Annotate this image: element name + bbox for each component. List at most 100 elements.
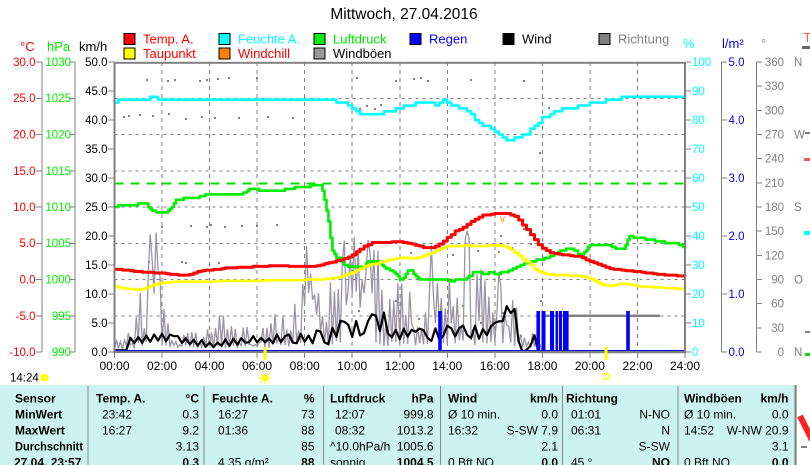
svg-text:0.0: 0.0 <box>772 456 789 465</box>
svg-text:0 Bft NO: 0 Bft NO <box>684 456 730 465</box>
svg-text:70: 70 <box>692 144 705 156</box>
svg-text:0.0: 0.0 <box>772 408 789 422</box>
svg-text:sonnig: sonnig <box>330 456 365 465</box>
svg-text:10:00: 10:00 <box>337 359 367 373</box>
svg-text:16:27: 16:27 <box>218 408 248 422</box>
svg-text:N: N <box>661 424 670 438</box>
svg-text:2.1: 2.1 <box>541 440 558 454</box>
svg-text:S-SW: S-SW <box>639 440 671 454</box>
svg-text:45.0: 45.0 <box>85 86 107 98</box>
svg-text:06:00: 06:00 <box>242 359 272 373</box>
svg-text:N-NO: N-NO <box>639 408 670 422</box>
svg-text:l/m²: l/m² <box>722 36 744 51</box>
svg-text:1030: 1030 <box>45 57 71 69</box>
svg-text:Luftdruck: Luftdruck <box>333 32 387 47</box>
svg-text:Wind: Wind <box>448 392 477 406</box>
svg-text:16:00: 16:00 <box>480 359 510 373</box>
svg-text:Richtung: Richtung <box>618 32 669 47</box>
svg-text:Feuchte A.: Feuchte A. <box>238 32 300 47</box>
svg-text:Temp. A.: Temp. A. <box>143 32 194 47</box>
svg-text:%: % <box>683 36 695 51</box>
svg-text:990: 990 <box>52 347 71 359</box>
svg-text:O: O <box>794 275 803 287</box>
svg-text:km/h: km/h <box>79 39 107 54</box>
svg-text:270: 270 <box>765 130 784 142</box>
svg-text:Windböen: Windböen <box>684 392 742 406</box>
svg-text:330: 330 <box>765 81 784 93</box>
svg-text:W: W <box>794 130 805 142</box>
svg-text:S-SW 7.9: S-SW 7.9 <box>507 424 559 438</box>
svg-text:60: 60 <box>771 299 784 311</box>
svg-text:0.0: 0.0 <box>92 347 108 359</box>
svg-text:14:52: 14:52 <box>684 424 714 438</box>
svg-text:01:01: 01:01 <box>571 408 601 422</box>
svg-text:85: 85 <box>301 440 315 454</box>
svg-text:360: 360 <box>765 57 784 69</box>
svg-text:45 °: 45 ° <box>571 456 593 465</box>
svg-text:1015: 1015 <box>45 166 71 178</box>
svg-text:Ø 10 min.: Ø 10 min. <box>684 408 736 422</box>
svg-text:100: 100 <box>692 57 711 69</box>
svg-text:16:32: 16:32 <box>448 424 478 438</box>
svg-text:16:27: 16:27 <box>102 424 132 438</box>
svg-text:T: T <box>804 30 810 45</box>
svg-text:0.3: 0.3 <box>182 408 199 422</box>
svg-text:27.04. 23:57: 27.04. 23:57 <box>14 456 82 465</box>
svg-text:9.2: 9.2 <box>182 424 199 438</box>
svg-text:Ø 10 min.: Ø 10 min. <box>448 408 500 422</box>
svg-text:0 Bft NO: 0 Bft NO <box>448 456 494 465</box>
svg-text:0.0: 0.0 <box>729 347 745 359</box>
svg-text:N: N <box>794 347 802 359</box>
svg-text:90: 90 <box>692 86 705 98</box>
svg-text:20:00: 20:00 <box>575 359 605 373</box>
svg-text:3.13: 3.13 <box>176 440 200 454</box>
svg-text:80: 80 <box>692 115 705 127</box>
svg-text:999.8: 999.8 <box>403 408 433 422</box>
svg-text:995: 995 <box>52 311 71 323</box>
svg-text:30: 30 <box>771 323 784 335</box>
svg-text:3.0: 3.0 <box>729 173 745 185</box>
svg-text:15.0: 15.0 <box>13 166 35 178</box>
svg-text:50: 50 <box>692 202 705 214</box>
svg-text:Windböen: Windböen <box>333 46 392 61</box>
svg-text:1013.2: 1013.2 <box>397 424 434 438</box>
svg-text:06:31: 06:31 <box>571 424 601 438</box>
svg-text:08:32: 08:32 <box>335 424 365 438</box>
svg-text:4.35 g/m²: 4.35 g/m² <box>218 456 269 465</box>
svg-text:00:00: 00:00 <box>99 359 129 373</box>
svg-text:20: 20 <box>692 289 705 301</box>
svg-text:90: 90 <box>771 275 784 287</box>
svg-text:12:00: 12:00 <box>385 359 415 373</box>
svg-text:NO: NO <box>652 456 670 465</box>
svg-text:Durchschnitt: Durchschnitt <box>15 440 83 454</box>
svg-text:-5.0: -5.0 <box>16 311 36 323</box>
svg-text:30.0: 30.0 <box>13 57 35 69</box>
svg-text:2.0: 2.0 <box>729 231 745 243</box>
svg-text:10: 10 <box>692 318 705 330</box>
svg-text:01:36: 01:36 <box>218 424 248 438</box>
svg-text:300: 300 <box>765 105 784 117</box>
svg-text:150: 150 <box>765 226 784 238</box>
svg-text:hPa: hPa <box>47 39 71 54</box>
svg-text:°: ° <box>761 36 766 51</box>
svg-text:180: 180 <box>765 202 784 214</box>
svg-text:1004.5: 1004.5 <box>397 456 434 465</box>
svg-text:4.0: 4.0 <box>729 115 745 127</box>
svg-text:50.0: 50.0 <box>85 57 107 69</box>
svg-text:1020: 1020 <box>45 130 71 142</box>
svg-text:0.3: 0.3 <box>182 456 199 465</box>
svg-text:120: 120 <box>765 250 784 262</box>
svg-text:5.0: 5.0 <box>729 57 745 69</box>
svg-text:73: 73 <box>301 408 315 422</box>
svg-text:MaxWert: MaxWert <box>15 424 65 438</box>
svg-text:Mittwoch, 27.04.2016: Mittwoch, 27.04.2016 <box>330 6 477 23</box>
svg-text:0.0: 0.0 <box>541 456 558 465</box>
svg-text:25.0: 25.0 <box>85 202 107 214</box>
svg-text:%: % <box>304 392 315 406</box>
svg-text:v: v <box>500 214 505 225</box>
svg-text:5.0: 5.0 <box>92 318 108 330</box>
svg-text:22:00: 22:00 <box>622 359 652 373</box>
svg-text:35.0: 35.0 <box>85 144 107 156</box>
svg-text:0: 0 <box>778 347 784 359</box>
svg-text:40.0: 40.0 <box>85 115 107 127</box>
